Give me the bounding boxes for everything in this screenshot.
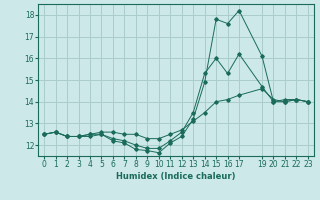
X-axis label: Humidex (Indice chaleur): Humidex (Indice chaleur) [116, 172, 236, 181]
